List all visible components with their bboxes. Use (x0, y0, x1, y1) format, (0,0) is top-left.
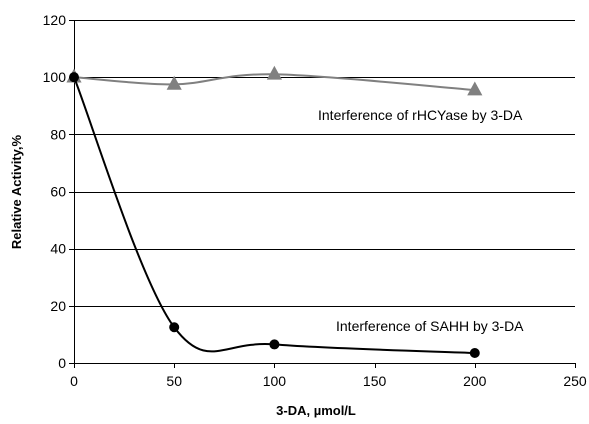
data-point-circle (69, 72, 79, 83)
grid-lines (74, 20, 575, 307)
series-group (66, 65, 483, 358)
data-point-circle (269, 339, 280, 350)
series-annotation-2: Interference of SAHH by 3-DA (336, 318, 524, 334)
y-tick-label-100: 100 (43, 69, 67, 85)
series-line-1 (73, 73, 475, 92)
data-point-triangle (266, 65, 282, 80)
y-tick-label-20: 20 (50, 298, 66, 314)
x-tick-label-150: 150 (363, 373, 387, 389)
x-tick-label-0: 0 (70, 373, 78, 389)
data-point-circle (469, 347, 480, 358)
x-tick-label-200: 200 (463, 373, 487, 389)
y-tick-label-80: 80 (50, 126, 66, 142)
y-axis-title: Relative Activity,% (9, 134, 24, 249)
series-annotations: Interference of rHCYase by 3-DA Interfere… (318, 107, 524, 334)
x-tick-label-100: 100 (263, 373, 287, 389)
y-tick-label-60: 60 (50, 184, 66, 200)
axes (69, 20, 576, 368)
y-tick-label-40: 40 (50, 241, 66, 257)
x-tick-label-250: 250 (563, 373, 587, 389)
y-tick-label-120: 120 (43, 12, 67, 28)
series-1 (66, 65, 483, 96)
data-point-triangle (166, 75, 182, 90)
data-point-triangle (467, 81, 483, 96)
x-axis-title: 3-DA, µmol/L (276, 403, 356, 418)
y-tick-label-0: 0 (58, 355, 66, 371)
series-annotation-1: Interference of rHCYase by 3-DA (318, 107, 523, 123)
tick-labels: 0 20 40 60 80 100 120 0 50 100 150 200 250 (43, 12, 587, 389)
series-line-2 (73, 76, 475, 354)
data-point-circle (169, 322, 180, 333)
series-2 (69, 72, 480, 358)
x-tick-label-50: 50 (166, 373, 182, 389)
